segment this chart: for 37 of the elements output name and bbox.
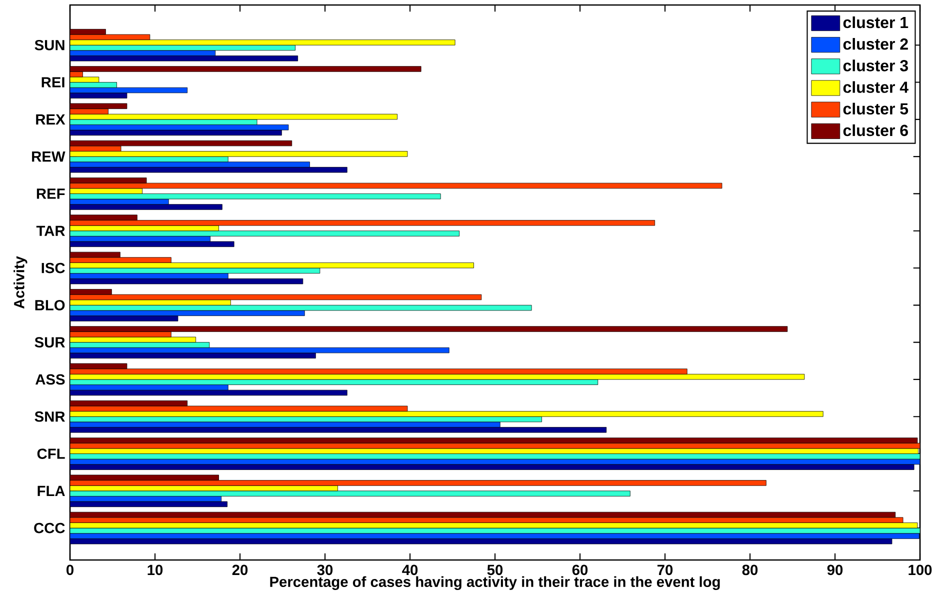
x-tick-label: 20 [232,564,248,576]
x-tick-label: 100 [908,564,932,576]
legend-label: cluster 4 [843,81,908,93]
y-tick-label: REF [36,188,65,199]
y-tick-label: ISC [42,262,65,274]
y-tick-label: TAR [36,226,65,236]
y-tick-label: REX [36,114,66,124]
bar [70,316,178,322]
bar [70,92,128,98]
y-tick-label: ASS [35,374,65,385]
y-tick-label: SNR [34,411,65,422]
x-tick-label: 60 [572,564,588,576]
bar [70,464,914,470]
x-axis-title: Percentage of cases having activity in their trace in the event log [270,576,720,590]
bar [70,204,222,210]
x-tick-label: 30 [317,564,333,576]
legend-label: cluster 3 [843,60,908,72]
y-tick-label: SUR [34,337,65,348]
x-tick-label: 10 [148,564,163,576]
y-tick-label: FLA [38,486,65,496]
x-tick-label: 50 [487,564,503,576]
x-tick-label: 70 [657,564,673,576]
y-tick-label: REI [42,77,64,88]
legend-label: cluster 1 [843,16,908,28]
x-tick-label: 0 [66,564,74,576]
y-axis-title: Activity [14,256,28,309]
y-tick-label: CCC [34,522,65,534]
y-tick-label: SUN [34,40,64,50]
legend-label: cluster 2 [843,38,908,50]
y-tick-label: BLO [35,300,65,310]
y-tick-label: CFL [37,448,65,459]
x-tick-label: 40 [402,564,418,576]
x-tick-label: 90 [827,564,843,576]
legend-label: cluster 6 [843,124,908,136]
x-tick-label: 80 [742,564,758,576]
y-tick-label: REW [32,152,66,162]
legend-label: cluster 5 [843,102,908,115]
